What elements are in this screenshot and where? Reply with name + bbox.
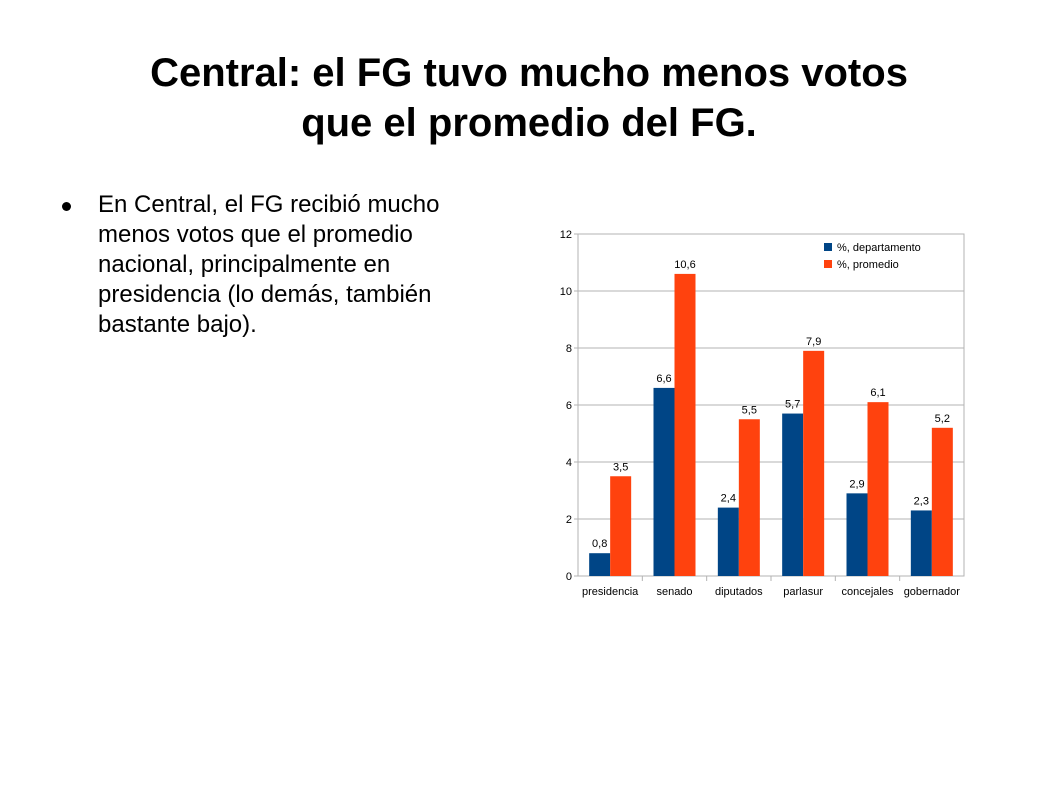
- bar-promedio: [803, 350, 825, 576]
- bar-promedio: [610, 476, 632, 576]
- bar-departamento: [653, 387, 675, 576]
- bar-promedio: [931, 427, 953, 576]
- data-label: 2,9: [849, 478, 864, 490]
- data-label: 3,5: [613, 461, 628, 473]
- bar-promedio: [674, 273, 696, 576]
- chart-container: 0 2 4 6 8 10 12 presidencia senado diputados parla…: [560, 222, 980, 612]
- bullet-item: En Central, el FG recibió mucho menos vo…: [62, 190, 482, 340]
- bar-departamento: [717, 507, 739, 576]
- legend-label: %, departamento: [837, 242, 921, 254]
- y-tick-label: 0: [566, 571, 572, 583]
- y-tick-label: 8: [566, 343, 572, 355]
- bar-promedio: [867, 402, 889, 576]
- x-tick-label: diputados: [715, 586, 763, 598]
- x-tick-label: senado: [656, 586, 692, 598]
- y-tick-label: 6: [566, 400, 572, 412]
- data-label: 5,7: [785, 399, 800, 411]
- y-tick-label: 10: [560, 286, 572, 298]
- slide-title-line-1: Central: el FG tuvo mucho menos votos: [150, 51, 908, 95]
- slide-title: Central: el FG tuvo mucho menos votos qu…: [40, 48, 1018, 148]
- data-label: 0,8: [592, 538, 607, 550]
- data-label: 2,4: [721, 493, 736, 505]
- data-label: 7,9: [806, 336, 821, 348]
- data-label: 2,3: [914, 495, 929, 507]
- legend-swatch: [824, 260, 832, 268]
- x-tick-label: gobernador: [904, 586, 961, 598]
- bar-chart: 0 2 4 6 8 10 12 presidencia senado diputados parla…: [560, 229, 965, 598]
- bar-departamento: [589, 553, 611, 576]
- x-tick-label: parlasur: [783, 586, 823, 598]
- data-label: 5,5: [742, 404, 757, 416]
- data-label: 5,2: [935, 413, 950, 425]
- legend-swatch: [824, 243, 832, 251]
- data-label: 10,6: [674, 259, 695, 271]
- bar-departamento: [846, 493, 868, 576]
- data-label: 6,6: [656, 373, 671, 385]
- bullet-dot-icon: [62, 202, 71, 211]
- bullet-text: En Central, el FG recibió mucho menos vo…: [98, 191, 440, 338]
- slide-title-line-2: que el promedio del FG.: [301, 101, 757, 145]
- bar-departamento: [910, 510, 932, 576]
- bar-departamento: [782, 413, 804, 576]
- x-tick-label: presidencia: [582, 586, 639, 598]
- legend-label: %, promedio: [837, 259, 899, 271]
- bar-promedio: [738, 419, 760, 576]
- data-label: 6,1: [870, 387, 885, 399]
- y-tick-label: 4: [566, 457, 572, 469]
- y-tick-label: 12: [560, 229, 572, 241]
- x-tick-label: concejales: [842, 586, 894, 598]
- y-tick-label: 2: [566, 514, 572, 526]
- bullet-list: En Central, el FG recibió mucho menos vo…: [62, 190, 482, 340]
